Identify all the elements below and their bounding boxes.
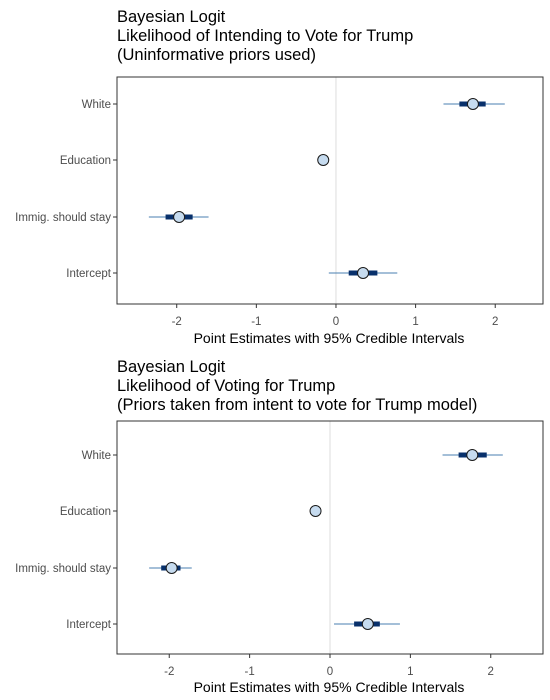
chart-2-tick-label-1: 1	[407, 666, 413, 678]
chart-1-tick-label-1: 1	[412, 316, 418, 328]
chart-1-category-label-intercept: Intercept	[66, 268, 112, 280]
chart-1-intercept-point-estimate	[357, 267, 370, 279]
chart-2-tick-label-2: 2	[488, 666, 494, 678]
chart-1-panel-border	[116, 76, 544, 305]
chart-2-category-label-education: Education	[60, 506, 111, 518]
chart-1-immig-should-stay-point-estimate	[173, 211, 186, 223]
chart-2-category-label-immig-should-stay: Immig. should stay	[15, 563, 111, 575]
chart-1-white-point-estimate	[466, 98, 479, 110]
chart-1-tick-label-2: 2	[492, 316, 498, 328]
chart-2-category-label-intercept: Intercept	[66, 619, 112, 631]
chart-1-x-axis-label: Point Estimates with 95% Credible Interv…	[194, 330, 465, 346]
chart-1-ticks	[113, 103, 496, 308]
chart-2-immig-should-stay-point-estimate	[165, 562, 178, 574]
chart-1-title-line-3: (Uninformative priors used)	[117, 46, 316, 64]
chart-2-tick-label-neg2: -2	[164, 666, 174, 678]
chart-1-tick-label-neg2: -2	[172, 316, 182, 328]
chart-1-education-point-estimate	[317, 154, 330, 166]
chart-2-category-label-white: White	[82, 450, 111, 462]
chart-2-x-axis-label: Point Estimates with 95% Credible Interv…	[194, 679, 465, 695]
chart-1-category-label-education: Education	[60, 155, 111, 167]
chart-1-tick-label-neg1: -1	[251, 316, 261, 328]
chart-1-category-label-immig-should-stay: Immig. should stay	[15, 212, 111, 224]
chart-2-marks	[149, 449, 503, 630]
chart-2-title-line-1: Bayesian Logit	[117, 358, 226, 376]
chart-2-intercept-point-estimate	[361, 618, 374, 630]
chart-2-tick-label-0: 0	[327, 666, 333, 678]
chart-2-white-point-estimate	[466, 449, 479, 461]
chart-1-marks	[148, 98, 505, 279]
chart-1-category-label-white: White	[82, 99, 111, 111]
chart-2: Bayesian Logit Likelihood of Voting for …	[15, 358, 544, 695]
chart-1-title-line-1: Bayesian Logit	[117, 8, 226, 26]
chart-2-title-line-3: (Priors taken from intent to vote for Tr…	[117, 396, 477, 414]
chart-2-title-line-2: Likelihood of Voting for Trump	[117, 377, 335, 395]
chart-1-tick-label-0: 0	[333, 316, 339, 328]
chart-1-title-line-2: Likelihood of Intending to Vote for Trum…	[117, 27, 413, 45]
chart-2-ticks	[113, 454, 492, 658]
chart-2-education-point-estimate	[309, 505, 322, 517]
chart-1: Bayesian Logit Likelihood of Intending t…	[15, 8, 544, 346]
chart-2-tick-label-neg1: -1	[245, 666, 255, 678]
